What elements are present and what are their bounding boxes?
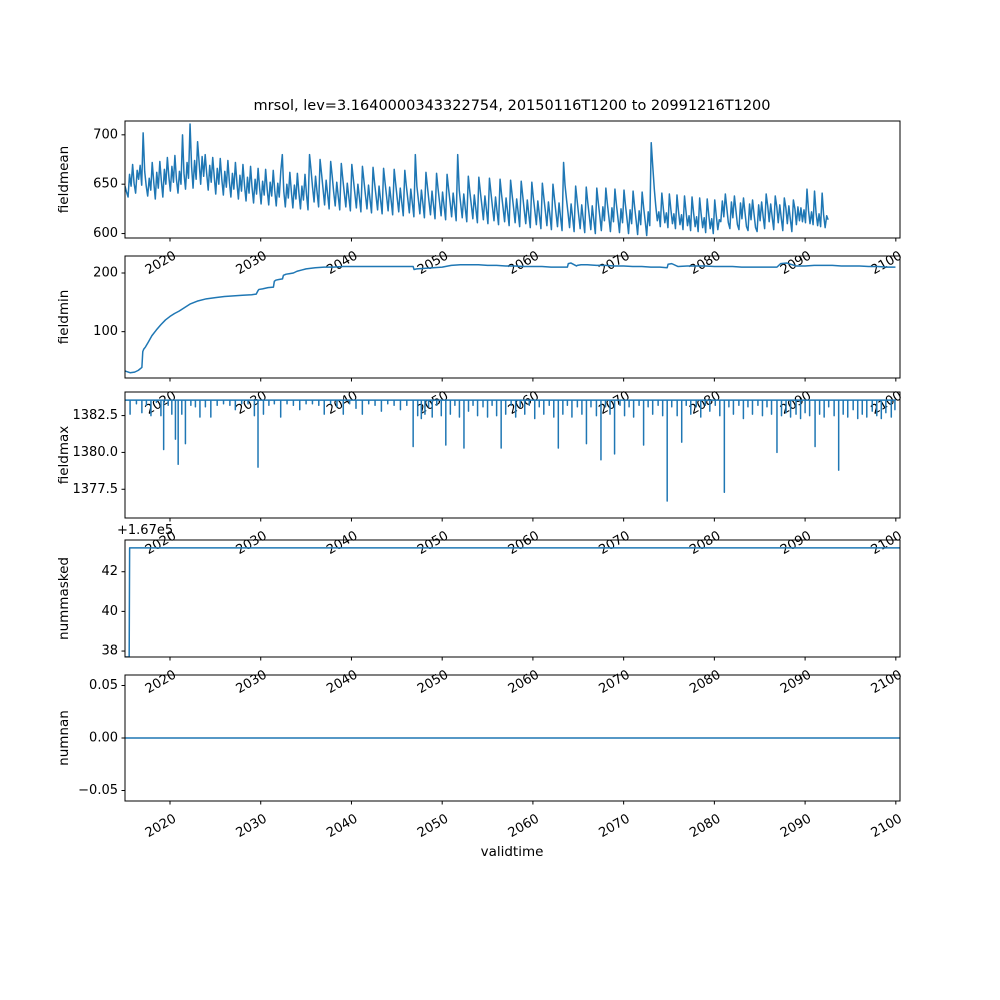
xtick-label: 2020: [143, 667, 179, 697]
subplot-fieldmin: 2020 2030 2040 2050 2060 2070 2080 2090 21001002…: [56, 255, 905, 418]
xtick-label: 2070: [596, 528, 632, 558]
ytick-label: 600: [93, 226, 118, 241]
xtick-label: 2030: [234, 248, 270, 278]
xtick-label: 2020: [143, 248, 179, 278]
subplot-numnan: 2020 2030 2040 2050 2060 2070 2080 2090 2100 −0.0…: [56, 674, 905, 841]
ylabel-nummasked: nummasked: [56, 557, 72, 640]
axes-frame: [124, 539, 901, 658]
series-line-fieldmean: [125, 123, 829, 237]
subplot-fieldmean: 2020 2030 2040 2050 2060 2070 2080 2090 21006006…: [56, 120, 905, 278]
ytick-label: 100: [93, 324, 118, 339]
xtick-label: 2100: [869, 667, 905, 697]
xtick-label: 2060: [506, 811, 542, 841]
xtick-label: 2030: [234, 667, 270, 697]
xtick-label: 2080: [687, 528, 723, 558]
ytick-label: 1377.5: [73, 482, 119, 497]
xtick-label: 2050: [415, 528, 451, 558]
ytick-label: 40: [101, 604, 118, 619]
xtick-label: 2100: [869, 811, 905, 841]
ylabel-fieldmean: fieldmean: [56, 146, 72, 213]
subplot-fieldmax: 2020 2030 2040 2050 2060 2070 2080 2090 21001377…: [56, 391, 905, 558]
xtick-label: 2040: [324, 248, 360, 278]
xtick-label: 2050: [415, 811, 451, 841]
xtick-label: 2050: [415, 248, 451, 278]
ytick-label: 0.05: [89, 678, 118, 693]
xtick-label: 2100: [869, 388, 905, 418]
xtick-label: 2100: [869, 248, 905, 278]
axes-frame: [124, 255, 901, 379]
ytick-label: 0.00: [89, 731, 118, 746]
axes-frame: [124, 674, 901, 802]
yaxis-offset-text: +1.67e5: [117, 523, 173, 538]
ytick-label: 38: [101, 644, 118, 659]
xtick-label: 2070: [596, 667, 632, 697]
ytick-label: −0.05: [78, 783, 118, 798]
ytick-label: 200: [93, 266, 118, 281]
xtick-label: 2080: [687, 248, 723, 278]
series-line-fieldmax: [125, 399, 896, 502]
xtick-label: 2040: [324, 811, 360, 841]
series-line-fieldmin: [125, 262, 896, 374]
ylabel-numnan: numnan: [56, 710, 72, 766]
xtick-label: 2030: [234, 528, 270, 558]
xtick-label: 2040: [324, 667, 360, 697]
xtick-label: 2090: [778, 528, 814, 558]
ylabel-fieldmax: fieldmax: [56, 426, 72, 485]
series-line-nummasked: [125, 547, 900, 657]
xtick-label: 2030: [234, 388, 270, 418]
xtick-label: 2060: [506, 248, 542, 278]
xtick-label: 2100: [869, 528, 905, 558]
xtick-label: 2020: [143, 811, 179, 841]
xtick-label: 2070: [596, 248, 632, 278]
ytick-label: 1380.0: [73, 445, 119, 460]
xtick-label: 2080: [687, 811, 723, 841]
xtick-label: 2090: [778, 667, 814, 697]
subplot-nummasked: 2020 2030 2040 2050 2060 2070 2080 2090 2100 38 40…: [56, 523, 905, 697]
xtick-label: 2060: [506, 667, 542, 697]
xtick-label: 2030: [234, 811, 270, 841]
xlabel: validtime: [481, 844, 544, 860]
ylabel-fieldmin: fieldmin: [56, 290, 72, 345]
xtick-label: 2050: [415, 667, 451, 697]
ytick-label: 42: [101, 564, 118, 579]
xtick-label: 2070: [596, 811, 632, 841]
ytick-label: 1382.5: [73, 408, 119, 423]
ytick-label: 650: [93, 177, 118, 192]
axes-frame: [124, 120, 901, 239]
xtick-label: 2060: [506, 528, 542, 558]
xtick-label: 2080: [687, 667, 723, 697]
xtick-label: 2090: [778, 811, 814, 841]
axes-frame: [124, 391, 901, 519]
xtick-label: 2040: [324, 388, 360, 418]
figure-title: mrsol, lev=3.1640000343322754, 20150116T…: [254, 98, 771, 114]
xtick-label: 2040: [324, 528, 360, 558]
ytick-label: 700: [93, 127, 118, 142]
